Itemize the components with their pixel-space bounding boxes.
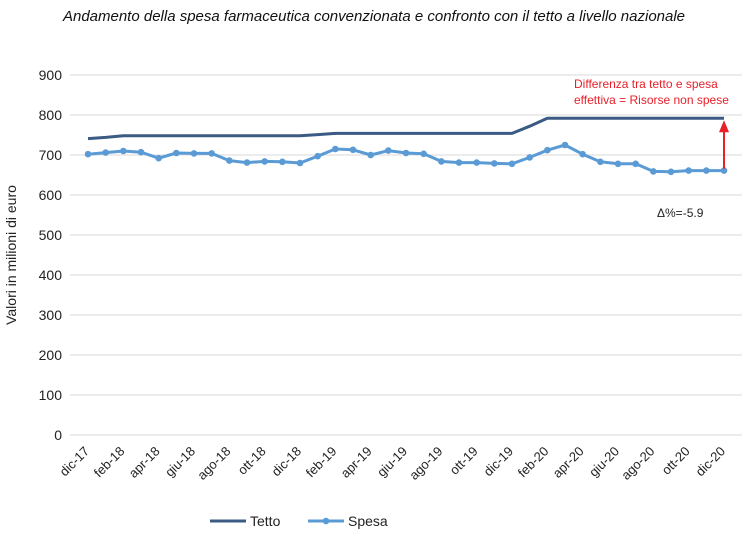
data-point-spesa [473,159,480,166]
data-point-spesa [84,150,92,158]
data-point-spesa [455,159,463,166]
series-line-tetto [87,116,724,141]
y-tick-label: 100 [39,387,63,403]
y-tick-label: 0 [54,427,62,443]
y-tick-label: 600 [39,187,63,203]
y-tick-label: 700 [39,147,63,163]
data-point-spesa [208,150,215,157]
data-point-spesa [226,157,233,164]
y-tick-label: 300 [39,307,63,323]
data-point-spesa [243,159,251,166]
data-point-spesa [508,160,516,168]
data-point-spesa [703,167,710,174]
grid-lines [70,74,742,436]
series-line-spesa [87,143,724,174]
data-point-spesa [597,158,604,166]
x-tick-label: ago-18 [194,444,233,483]
x-tick-label: apr-20 [550,444,587,481]
data-point-spesa [367,151,374,159]
data-point-spesa [349,146,357,154]
data-point-spesa [102,149,109,156]
y-tick-label: 800 [39,107,63,123]
x-tick-label: ott-19 [447,444,481,478]
data-point-spesa [137,148,145,156]
x-tick-label: ott-18 [235,444,269,478]
data-point-spesa [491,160,498,167]
x-tick-label: giu-18 [162,444,198,480]
y-tick-label: 200 [39,347,63,363]
x-tick-label: apr-18 [126,444,163,481]
data-point-spesa [614,160,622,168]
x-tick-label: feb-18 [91,444,128,481]
y-tick-label: 400 [39,267,63,283]
series-lines [84,116,728,176]
data-point-spesa [420,150,427,158]
y-axis-label: Valori in milioni di euro [3,185,19,325]
chart-title: Andamento della spesa farmaceutica conve… [62,8,686,25]
x-tick-label: dic-17 [56,444,92,480]
x-tick-label: apr-19 [338,444,375,481]
legend-marker-spesa [322,517,330,525]
x-tick-label: dic-19 [480,444,516,480]
data-point-spesa [261,158,268,165]
x-tick-label: dic-18 [268,444,304,480]
y-tick-label: 500 [39,227,63,243]
annotations: Differenza tra tetto e spesa effettiva = … [574,77,729,220]
data-point-spesa [632,160,639,168]
gap-annotation-line: effettiva = Risorse non spese [574,93,729,107]
data-point-spesa [438,158,445,165]
data-point-spesa [685,167,692,174]
data-point-spesa [279,158,286,166]
data-point-spesa [402,149,410,157]
legend-label-tetto: Tetto [250,513,281,529]
data-point-spesa [667,168,675,176]
legend: Tetto Spesa [210,513,388,529]
y-axis: 0 100 200 300 400 500 600 700 800 900 [39,67,63,443]
data-point-spesa [526,154,533,161]
x-tick-label: ott-20 [659,444,693,478]
legend-label-spesa: Spesa [348,513,388,529]
x-tick-label: giu-19 [374,444,410,480]
delta-annotation: Δ%=-5.9 [657,206,704,220]
data-point-spesa [561,141,569,149]
x-tick-label: feb-20 [515,444,552,481]
data-point-spesa [720,167,728,174]
data-point-spesa [296,159,304,167]
data-point-spesa [579,150,586,158]
data-point-spesa [190,150,198,157]
data-point-spesa [650,168,657,175]
data-point-spesa [332,145,339,153]
x-tick-label: giu-20 [586,444,622,480]
x-tick-label: dic-20 [692,444,728,480]
data-point-spesa [314,152,321,160]
data-point-spesa [385,147,392,154]
gap-arrow-head [719,120,729,133]
gap-annotation-line: Differenza tra tetto e spesa [574,77,718,91]
data-point-spesa [120,147,127,155]
y-tick-label: 900 [39,67,63,83]
x-tick-label: ago-19 [406,444,445,483]
data-point-spesa [173,149,180,157]
x-tick-label: feb-19 [303,444,340,481]
x-tick-label: ago-20 [618,444,657,483]
data-point-spesa [155,154,162,162]
data-point-spesa [544,146,551,154]
